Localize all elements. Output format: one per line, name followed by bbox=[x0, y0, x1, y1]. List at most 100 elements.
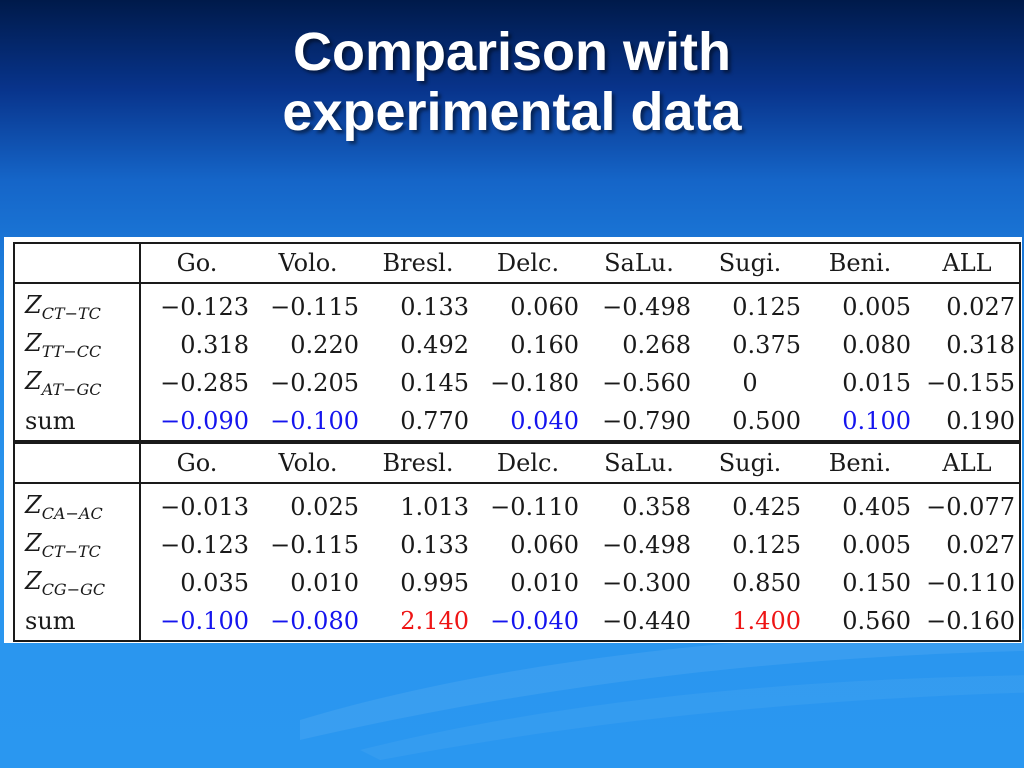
table-cell: 0.850 bbox=[732, 569, 801, 597]
table-cell: 0.080 bbox=[842, 331, 911, 359]
table-cell: −0.498 bbox=[602, 531, 691, 559]
row-label-subscript: CT−TC bbox=[41, 304, 101, 323]
table-cell: −0.790 bbox=[602, 407, 691, 435]
row-label: sum bbox=[14, 402, 141, 441]
column-header: Bresl. bbox=[363, 443, 473, 484]
table-cell: 0.125 bbox=[732, 293, 801, 321]
table-cell: 0.015 bbox=[842, 369, 911, 397]
table-row-sum: sum −0.090 −0.100 0.770 0.040 −0.790 0.500 0.10… bbox=[14, 402, 1020, 441]
column-header: Volo. bbox=[253, 443, 363, 484]
table-cell: 0.492 bbox=[400, 331, 469, 359]
table-cell: 0.040 bbox=[510, 407, 579, 435]
row-label-main: Z bbox=[25, 329, 42, 357]
column-header: SaLu. bbox=[583, 443, 695, 484]
column-header: Beni. bbox=[805, 243, 915, 284]
table-cell: 0.027 bbox=[946, 531, 1015, 559]
table-header-row: Go. Volo. Bresl. Delc. SaLu. Sugi. Beni.… bbox=[14, 443, 1020, 484]
table-cell: 0.025 bbox=[290, 493, 359, 521]
table-cell: −0.100 bbox=[160, 607, 249, 635]
table-cell: −0.110 bbox=[926, 569, 1015, 597]
table-row: ZTT−CC 0.318 0.220 0.492 0.160 0.268 0.375 0.08… bbox=[14, 326, 1020, 364]
corner-cell bbox=[14, 443, 141, 484]
table-header-row: Go. Volo. Bresl. Delc. SaLu. Sugi. Beni.… bbox=[14, 243, 1020, 284]
table-cell: 0.005 bbox=[842, 531, 911, 559]
table-cell: 0.133 bbox=[400, 531, 469, 559]
table-row: ZCG−GC 0.035 0.010 0.995 0.010 −0.300 0.850 0.1… bbox=[14, 564, 1020, 602]
table-cell: 0.995 bbox=[400, 569, 469, 597]
table-cell: 0.425 bbox=[732, 493, 801, 521]
column-header: SaLu. bbox=[583, 243, 695, 284]
table-cell: −0.115 bbox=[270, 293, 359, 321]
table-cell: 2.140 bbox=[400, 607, 469, 635]
column-header: Sugi. bbox=[695, 443, 805, 484]
table-cell: 0.160 bbox=[510, 331, 579, 359]
table-body: ZCT−TC −0.123 −0.115 0.133 0.060 −0.498 0.125 0… bbox=[14, 283, 1020, 441]
table-cell: 0.145 bbox=[400, 369, 469, 397]
table-cell: 0.500 bbox=[732, 407, 801, 435]
column-header: Beni. bbox=[805, 443, 915, 484]
table-cell: 0.190 bbox=[946, 407, 1015, 435]
table-cell: −0.155 bbox=[926, 369, 1015, 397]
row-label-main: Z bbox=[25, 529, 42, 557]
table-cell: −0.440 bbox=[602, 607, 691, 635]
row-label: sum bbox=[14, 602, 141, 641]
table-cell: 0.125 bbox=[732, 531, 801, 559]
table-cell: 0.060 bbox=[510, 531, 579, 559]
corner-cell bbox=[14, 243, 141, 284]
table-cell: −0.040 bbox=[490, 607, 579, 635]
column-header: ALL bbox=[915, 243, 1020, 284]
table-cell: 0 bbox=[742, 369, 758, 397]
table-body: ZCA−AC −0.013 0.025 1.013 −0.110 0.358 0.425 0.… bbox=[14, 483, 1020, 641]
table-cell: 0.268 bbox=[622, 331, 691, 359]
row-label-subscript: CA−AC bbox=[41, 504, 103, 523]
table-cell: 0.005 bbox=[842, 293, 911, 321]
row-label-main: sum bbox=[25, 607, 76, 635]
table-cell: 0.133 bbox=[400, 293, 469, 321]
table-cell: −0.180 bbox=[490, 369, 579, 397]
column-header: Bresl. bbox=[363, 243, 473, 284]
row-label: ZAT−GC bbox=[14, 364, 141, 402]
row-label-subscript: CT−TC bbox=[41, 542, 101, 561]
table-cell: 0.770 bbox=[400, 407, 469, 435]
table-cell: −0.205 bbox=[270, 369, 359, 397]
slide-title-line-1: Comparison with bbox=[292, 22, 731, 82]
table-cell: −0.560 bbox=[602, 369, 691, 397]
table-cell: −0.100 bbox=[270, 407, 359, 435]
row-label-subscript: AT−GC bbox=[41, 380, 102, 399]
table-row: ZAT−GC −0.285 −0.205 0.145 −0.180 −0.560 0 0.01… bbox=[14, 364, 1020, 402]
column-header: ALL bbox=[915, 443, 1020, 484]
comparison-table-panel: Go. Volo. Bresl. Delc. SaLu. Sugi. Beni.… bbox=[4, 237, 1022, 643]
table-row: ZCA−AC −0.013 0.025 1.013 −0.110 0.358 0.425 0.… bbox=[14, 483, 1020, 526]
column-header: Delc. bbox=[473, 243, 583, 284]
table-cell: 0.010 bbox=[290, 569, 359, 597]
table-row: ZCT−TC −0.123 −0.115 0.133 0.060 −0.498 0.125 0… bbox=[14, 526, 1020, 564]
column-header: Go. bbox=[140, 443, 253, 484]
table-cell: 0.560 bbox=[842, 607, 911, 635]
table-row: ZCT−TC −0.123 −0.115 0.133 0.060 −0.498 0.125 0… bbox=[14, 283, 1020, 326]
table-cell: −0.080 bbox=[270, 607, 359, 635]
row-label-subscript: TT−CC bbox=[41, 342, 102, 361]
table-cell: −0.123 bbox=[160, 531, 249, 559]
slide-title-line-2: experimental data bbox=[282, 82, 742, 142]
table-cell: 0.010 bbox=[510, 569, 579, 597]
table-cell: −0.285 bbox=[160, 369, 249, 397]
comparison-table-2: Go. Volo. Bresl. Delc. SaLu. Sugi. Beni.… bbox=[13, 442, 1021, 642]
row-label: ZCT−TC bbox=[14, 283, 141, 326]
table-cell: −0.160 bbox=[926, 607, 1015, 635]
slide-title: Comparison with experimental data bbox=[0, 22, 1024, 142]
row-label: ZCT−TC bbox=[14, 526, 141, 564]
table-cell: 0.060 bbox=[510, 293, 579, 321]
table-cell: 0.100 bbox=[842, 407, 911, 435]
table-cell: 0.405 bbox=[842, 493, 911, 521]
row-label: ZCA−AC bbox=[14, 483, 141, 526]
row-label-main: Z bbox=[25, 567, 42, 595]
table-row-sum: sum −0.100 −0.080 2.140 −0.040 −0.440 1.400 0.5… bbox=[14, 602, 1020, 641]
table-cell: −0.123 bbox=[160, 293, 249, 321]
table-cell: 1.400 bbox=[732, 607, 801, 635]
row-label-main: Z bbox=[25, 291, 42, 319]
table-cell: 0.150 bbox=[842, 569, 911, 597]
table-cell: −0.090 bbox=[160, 407, 249, 435]
comparison-table-1: Go. Volo. Bresl. Delc. SaLu. Sugi. Beni.… bbox=[13, 242, 1021, 442]
column-header: Go. bbox=[140, 243, 253, 284]
table-cell: −0.013 bbox=[160, 493, 249, 521]
